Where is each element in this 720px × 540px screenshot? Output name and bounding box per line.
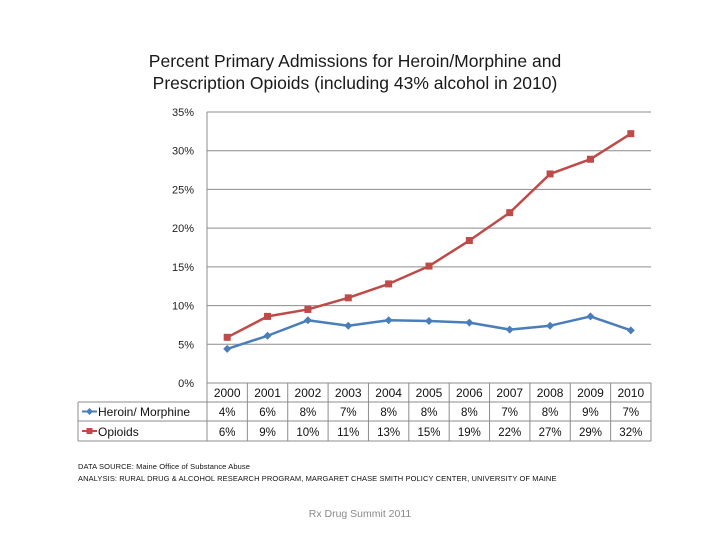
data-point: [264, 312, 272, 320]
data-point: [303, 316, 312, 325]
y-tick-label: 0%: [178, 378, 194, 390]
data-point: [506, 209, 514, 217]
legend-label: Opioids: [98, 425, 139, 439]
y-tick-label: 25%: [172, 184, 194, 196]
footer-label: Rx Drug Summit 2011: [308, 508, 412, 520]
data-label: 8%: [300, 407, 317, 419]
data-label: 6%: [219, 427, 236, 439]
data-label: 11%: [337, 427, 359, 439]
data-label: 8%: [380, 407, 397, 419]
x-tick-label: 2002: [295, 386, 322, 400]
y-tick-label: 35%: [172, 107, 194, 119]
data-label: 6%: [259, 407, 276, 419]
data-point: [546, 170, 554, 178]
legend-label: Heroin/ Morphine: [98, 405, 190, 419]
data-point: [263, 331, 272, 340]
y-tick-label: 15%: [172, 262, 194, 274]
x-tick-label: 2004: [375, 386, 402, 400]
data-label: 13%: [377, 427, 400, 439]
data-label: 9%: [582, 407, 599, 419]
data-point: [304, 305, 312, 313]
data-label: 29%: [579, 427, 602, 439]
data-point: [384, 316, 393, 325]
data-label: 8%: [542, 407, 559, 419]
chart-title: Percent Primary Admissions for Heroin/Mo…: [0, 50, 710, 94]
data-point: [546, 321, 555, 330]
data-label: 4%: [219, 407, 236, 419]
data-label: 19%: [458, 427, 481, 439]
data-label: 22%: [498, 427, 521, 439]
data-point: [425, 317, 433, 326]
data-point: [344, 294, 352, 302]
data-label: 8%: [421, 407, 438, 419]
data-point: [465, 237, 473, 245]
legend-key-marker: [86, 428, 93, 434]
y-tick-label: 30%: [172, 146, 194, 158]
x-tick-label: 2006: [456, 386, 483, 400]
data-label: 10%: [296, 427, 319, 439]
chart-title-line-2: Prescription Opioids (including 43% alco…: [152, 73, 558, 93]
data-label: 8%: [461, 407, 478, 419]
x-tick-label: 2000: [214, 386, 241, 400]
data-label: 7%: [340, 407, 357, 419]
x-tick-label: 2005: [416, 386, 443, 400]
y-tick-label: 10%: [172, 301, 194, 313]
data-label: 32%: [619, 427, 642, 439]
series-line: [226, 132, 632, 339]
y-tick-label: 5%: [178, 339, 194, 351]
data-point: [627, 130, 635, 138]
chart-title-line-1: Percent Primary Admissions for Heroin/Mo…: [148, 51, 562, 71]
x-tick-label: 2001: [254, 386, 281, 400]
data-point: [223, 344, 232, 353]
x-tick-label: 2007: [496, 386, 523, 400]
x-tick-label: 2003: [335, 386, 362, 400]
x-tick-label: 2009: [577, 386, 604, 400]
x-tick-label: 2008: [537, 386, 564, 400]
data-point: [626, 326, 635, 335]
data-label: 27%: [539, 427, 562, 439]
data-point: [465, 318, 474, 327]
x-tick-label: 2010: [617, 386, 644, 400]
data-point: [223, 333, 231, 341]
data-point: [505, 325, 514, 334]
y-tick-label: 20%: [172, 223, 194, 235]
data-label: 9%: [259, 427, 276, 439]
data-label: 15%: [417, 427, 440, 439]
data-point: [425, 262, 433, 270]
data-point: [385, 280, 393, 288]
legend-key-marker: [86, 408, 93, 415]
data-point: [586, 312, 595, 321]
analysis-note: ANALYSIS: RURAL DRUG & ALCOHOL RESEARCH …: [78, 474, 557, 483]
data-point: [586, 155, 594, 163]
data-label: 7%: [501, 407, 518, 419]
data-source-note: DATA SOURCE: Maine Office of Substance A…: [78, 462, 250, 471]
data-label: 7%: [623, 407, 640, 419]
data-point: [344, 321, 353, 330]
